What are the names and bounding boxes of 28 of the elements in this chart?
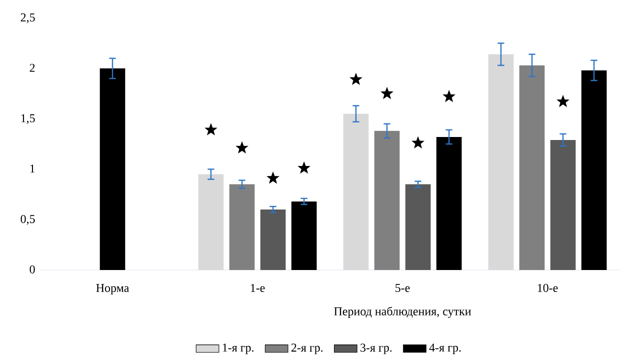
x-tick-label: 10-е: [538, 284, 558, 292]
bar: [260, 210, 286, 270]
y-tick-label: 1: [30, 164, 35, 173]
legend-label: 2-я гр.: [291, 344, 323, 354]
y-tick-label: 2: [30, 64, 35, 72]
bar: [550, 140, 576, 270]
y-tick-label: 1,5: [21, 114, 35, 124]
bar: [436, 136, 462, 270]
x-tick-label: Норма: [96, 284, 130, 294]
bar: [198, 174, 224, 270]
x-tick-label: 1-е: [250, 284, 265, 292]
bar: [488, 54, 514, 270]
y-tick-label: 0: [30, 265, 35, 274]
y-tick-label: 2,5: [20, 13, 35, 24]
legend-label: 4-я гр.: [429, 344, 461, 354]
x-tick-label: 5-е: [396, 284, 410, 292]
bar: [100, 68, 126, 270]
bar: [405, 184, 431, 270]
bar: [519, 65, 545, 270]
bar: [291, 201, 317, 270]
bar: [581, 70, 607, 270]
bar: [229, 184, 255, 270]
legend-label: 3-я гр.: [360, 344, 392, 354]
bar: [343, 114, 369, 270]
y-tick-label: 0,5: [20, 214, 35, 225]
x-axis-title: Период наблюдения, сутки: [334, 306, 471, 318]
bar: [374, 130, 400, 270]
legend-label: 1-я гр.: [222, 344, 254, 354]
